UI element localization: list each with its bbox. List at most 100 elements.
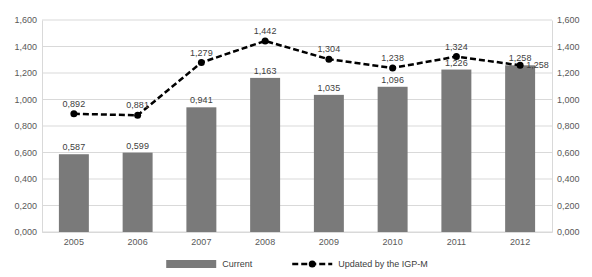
tick-label: 0,800 — [557, 121, 580, 131]
tick: 0,200 — [552, 201, 580, 211]
bar — [250, 78, 280, 232]
bar — [59, 154, 89, 232]
tick: 2010 — [383, 232, 403, 247]
tick-label: 1,600 — [557, 15, 580, 25]
marker — [262, 37, 269, 44]
data-label: 0,599 — [126, 141, 149, 151]
tick-label: 0,600 — [14, 148, 37, 158]
tick: 2005 — [64, 232, 84, 247]
tick-label: 2012 — [510, 237, 530, 247]
tick-label: 1,600 — [14, 15, 37, 25]
tick-label: 1,000 — [14, 95, 37, 105]
tick: 1,600 — [552, 15, 580, 25]
bar — [505, 65, 535, 232]
marker — [198, 59, 205, 66]
tick: 1,600 — [14, 15, 42, 25]
tick-label: 2010 — [383, 237, 403, 247]
tick: 0,600 — [14, 148, 42, 158]
chart: 0,000 0,200 0,400 0,600 0,800 1,000 1,200 1,400… — [0, 0, 592, 277]
x-axis: 2005 2006 2007 2008 2009 2010 2011 2012 — [43, 232, 553, 247]
bar — [186, 107, 216, 232]
tick: 2012 — [510, 232, 530, 247]
tick: 0,600 — [552, 148, 580, 158]
marker — [389, 64, 396, 71]
tick-label: 0,200 — [14, 201, 37, 211]
tick-label: 1,200 — [557, 68, 580, 78]
y2-axis: 0,000 0,200 0,400 0,600 0,800 1,000 1,200 1,400… — [552, 15, 580, 237]
data-label: 1,324 — [445, 42, 468, 52]
axis-line — [552, 21, 553, 233]
data-label: 1,304 — [318, 44, 341, 54]
marks — [59, 37, 535, 232]
tick-label: 2005 — [64, 237, 84, 247]
tick: 1,200 — [552, 68, 580, 78]
tick: 0,000 — [552, 227, 580, 237]
grid-line — [42, 232, 552, 233]
data-label: 0,941 — [190, 95, 213, 105]
bar — [378, 87, 408, 232]
data-label: 1,258 — [526, 60, 549, 70]
tick: 2006 — [128, 232, 148, 247]
data-label: 1,442 — [254, 26, 277, 36]
tick-label: 1,000 — [557, 95, 580, 105]
plot-area: 0,000 0,200 0,400 0,600 0,800 1,000 1,200 1,400… — [14, 15, 579, 247]
data-label: 1,238 — [381, 53, 404, 63]
legend: Current Updated by the IGP-M — [166, 259, 428, 269]
grid-line — [42, 73, 552, 74]
axis-line — [43, 232, 553, 233]
tick-label: 0,400 — [14, 174, 37, 184]
tick-label: 2009 — [319, 237, 339, 247]
data-label: 1,035 — [318, 83, 341, 93]
tick: 0,800 — [14, 121, 42, 131]
tick-label: 0,200 — [557, 201, 580, 211]
grid-line — [42, 20, 552, 21]
data-label: 1,096 — [381, 75, 404, 85]
marker — [134, 112, 141, 119]
data-label: 0,881 — [126, 100, 149, 110]
data-label: 1,163 — [254, 66, 277, 76]
tick: 2008 — [255, 232, 275, 247]
axis-line — [42, 21, 43, 233]
tick: 1,000 — [14, 95, 42, 105]
y-axis: 0,000 0,200 0,400 0,600 0,800 1,000 1,200 1,400… — [14, 15, 42, 237]
line — [74, 41, 520, 115]
bar — [441, 70, 471, 232]
tick-label: 0,000 — [557, 227, 580, 237]
bar — [123, 153, 153, 232]
legend-marker — [309, 261, 316, 268]
grid-line — [42, 126, 552, 127]
legend-label: Updated by the IGP-M — [338, 259, 428, 269]
marker — [70, 110, 77, 117]
tick-label: 2008 — [255, 237, 275, 247]
grid — [42, 20, 552, 232]
data-labels: 0,5870,5990,9411,1631,0351,0961,2261,258… — [63, 26, 549, 152]
legend-swatch — [166, 260, 216, 268]
marker — [325, 56, 332, 63]
tick-label: 0,800 — [14, 121, 37, 131]
tick: 2009 — [319, 232, 339, 247]
tick: 0,800 — [552, 121, 580, 131]
tick: 1,200 — [14, 68, 42, 78]
tick: 1,400 — [552, 42, 580, 52]
grid-line — [42, 46, 552, 47]
tick: 2011 — [447, 232, 466, 247]
tick-label: 0,400 — [557, 174, 580, 184]
tick-label: 2007 — [191, 237, 211, 247]
tick: 0,400 — [552, 174, 580, 184]
grid-line — [42, 205, 552, 206]
tick: 0,200 — [14, 201, 42, 211]
data-label: 0,892 — [63, 99, 86, 109]
tick: 1,000 — [552, 95, 580, 105]
tick: 2007 — [191, 232, 211, 247]
legend-label: Current — [222, 259, 253, 269]
grid-line — [42, 152, 552, 153]
tick-label: 2006 — [128, 237, 148, 247]
grid-line — [42, 179, 552, 180]
bar — [314, 95, 344, 232]
legend-item: Updated by the IGP-M — [292, 259, 428, 269]
legend-item: Current — [166, 259, 253, 269]
data-label: 1,226 — [445, 58, 468, 68]
tick-label: 0,000 — [14, 227, 37, 237]
tick-label: 1,400 — [14, 42, 37, 52]
tick-label: 1,200 — [14, 68, 37, 78]
